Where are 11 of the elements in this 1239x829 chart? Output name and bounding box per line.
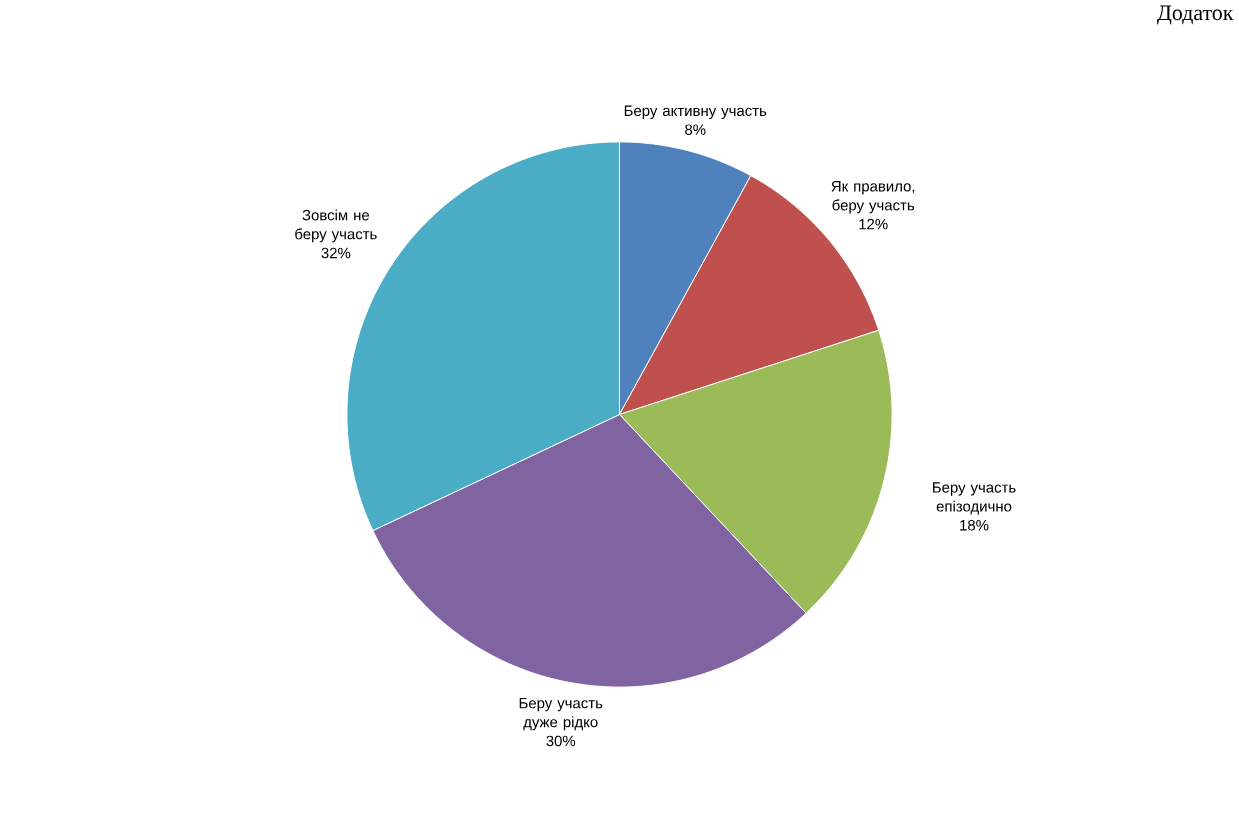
data-label: 18% bbox=[960, 519, 989, 531]
slice-label: Беру участь дуже рідко bbox=[519, 697, 603, 731]
data-label: 32% bbox=[321, 247, 351, 259]
slice-label: Беру активну участь bbox=[624, 105, 767, 119]
slice-label: Як правило, беру участь bbox=[831, 181, 915, 214]
data-label: 12% bbox=[859, 218, 888, 230]
data-label: 30% bbox=[546, 735, 576, 747]
slice-label: Зовсім не беру участь bbox=[295, 209, 377, 243]
slice-label: Беру участь епізодично bbox=[933, 482, 1016, 515]
text: Додаток bbox=[1157, 5, 1234, 25]
data-label: 8% bbox=[685, 124, 706, 135]
